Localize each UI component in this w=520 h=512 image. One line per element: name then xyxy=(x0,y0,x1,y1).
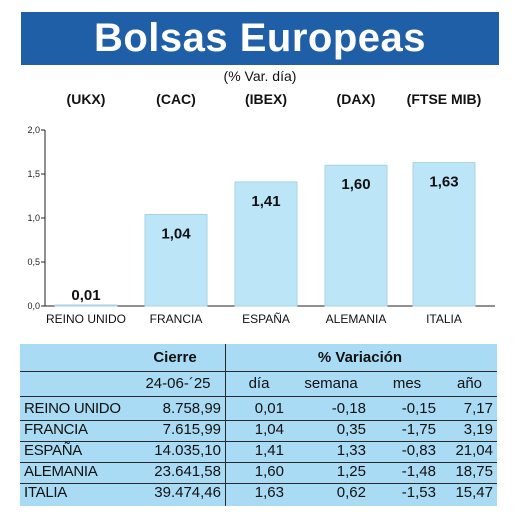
data-label: 1,60 xyxy=(341,176,370,193)
bar xyxy=(144,213,208,307)
cell-pais: ITALIA xyxy=(24,484,67,501)
cell-dia: 1,41 xyxy=(254,442,284,459)
cell-semana: 1,33 xyxy=(336,442,366,459)
cell-mes: -1,75 xyxy=(401,421,436,438)
cell-ano: 7,17 xyxy=(463,400,493,417)
index-code-label: (CAC) xyxy=(156,91,196,107)
y-tick-label: 1,0 xyxy=(27,213,40,223)
market-table: Cierre % Variación 24-06-´25 día semana … xyxy=(20,344,497,506)
header-mes: mes xyxy=(392,375,422,392)
x-tick-label: REINO UNIDO xyxy=(46,312,126,326)
index-code-label: (UKX) xyxy=(67,91,106,107)
header-cierre: Cierre xyxy=(153,349,197,366)
bar xyxy=(54,304,118,307)
bar xyxy=(234,181,298,307)
index-code-label: (DAX) xyxy=(337,91,376,107)
cell-semana: 1,25 xyxy=(336,463,366,480)
cell-dia: 0,01 xyxy=(254,400,284,417)
cell-semana: 0,35 xyxy=(336,421,366,438)
cell-mes: -0,15 xyxy=(401,400,436,417)
cell-mes: -0,83 xyxy=(401,442,436,459)
table-rule xyxy=(225,344,226,506)
y-tick-label: 2,0 xyxy=(27,125,40,135)
header-semana: semana xyxy=(304,375,358,392)
cell-cierre: 39.474,46 xyxy=(154,484,221,501)
header-ano: año xyxy=(456,375,483,392)
cell-cierre: 23.641,58 xyxy=(154,463,221,480)
table-rule xyxy=(20,396,497,397)
cell-pais: ESPAÑA xyxy=(24,442,82,459)
data-label: 0,01 xyxy=(71,287,100,304)
row-divider xyxy=(20,483,497,484)
cell-pais: ALEMANIA xyxy=(24,463,98,480)
page-title: Bolsas Europeas xyxy=(21,12,499,65)
cell-cierre: 8.758,99 xyxy=(162,400,221,417)
x-tick-label: ALEMANIA xyxy=(326,312,387,326)
cell-mes: -1,53 xyxy=(401,484,436,501)
header-date: 24-06-´25 xyxy=(145,375,211,392)
cell-cierre: 14.035,10 xyxy=(154,442,221,459)
x-tick-label: ESPAÑA xyxy=(242,312,290,326)
cell-dia: 1,60 xyxy=(254,463,284,480)
data-label: 1,63 xyxy=(429,174,458,191)
y-tick-label: 0,5 xyxy=(27,257,40,267)
cell-pais: REINO UNIDO xyxy=(24,400,121,417)
y-tick-label: 1,5 xyxy=(27,169,40,179)
table-rule xyxy=(20,371,497,372)
row-divider xyxy=(20,462,497,463)
cell-ano: 3,19 xyxy=(463,421,493,438)
cell-pais: FRANCIA xyxy=(24,421,88,438)
cell-semana: -0,18 xyxy=(331,400,366,417)
cell-mes: -1,48 xyxy=(401,463,436,480)
row-divider xyxy=(20,420,497,421)
data-label: 1,04 xyxy=(161,225,191,242)
x-tick-label: ITALIA xyxy=(426,312,462,326)
bar xyxy=(412,162,476,307)
cell-dia: 1,63 xyxy=(254,484,284,501)
cell-semana: 0,62 xyxy=(336,484,366,501)
cell-ano: 21,04 xyxy=(455,442,493,459)
index-code-label: (FTSE MIB) xyxy=(407,91,482,107)
cell-ano: 18,75 xyxy=(455,463,493,480)
cell-dia: 1,04 xyxy=(254,421,284,438)
cell-ano: 15,47 xyxy=(455,484,493,501)
header-dia: día xyxy=(248,375,270,392)
x-tick-label: FRANCIA xyxy=(150,312,203,326)
header-variacion: % Variación xyxy=(317,349,403,366)
bar-chart: 0,0 0,5 1,0 1,5 2,0 0,01 (UKX) REINO UNIDO 1,04 (… xyxy=(27,91,495,326)
chart-subtitle: (% Var. día) xyxy=(223,68,297,84)
data-label: 1,41 xyxy=(251,193,280,210)
bar xyxy=(324,164,388,307)
row-divider xyxy=(20,441,497,442)
index-code-label: (IBEX) xyxy=(245,91,287,107)
y-tick-label: 0,0 xyxy=(27,301,40,311)
cell-cierre: 7.615,99 xyxy=(162,421,221,438)
